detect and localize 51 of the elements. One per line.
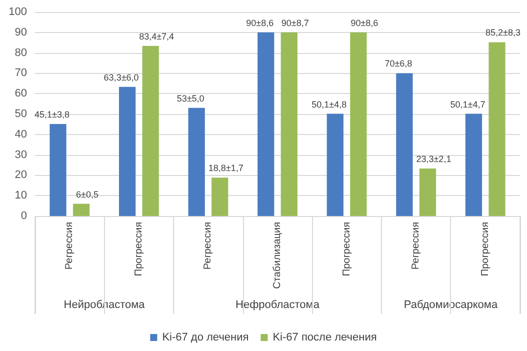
bar <box>419 168 436 216</box>
legend-label: Ki-67 до лечения <box>162 332 249 344</box>
data-label: 83,4±7,4 <box>139 31 174 42</box>
x-tick-label: Прогрессия <box>133 222 144 276</box>
data-label: 85,2±8,3 <box>486 28 520 38</box>
bar <box>465 114 482 216</box>
data-label: 90±8,6 <box>246 18 274 28</box>
data-label: 45,1±3,8 <box>34 109 70 120</box>
y-tick-label: 80 <box>14 46 27 59</box>
x-tick-label: Прогрессия <box>341 222 352 276</box>
data-label: 18,8±1,7 <box>208 163 244 174</box>
y-tick-label: 0 <box>20 210 27 222</box>
y-tick-label: 60 <box>14 88 27 100</box>
data-label: 90±8,6 <box>350 18 378 28</box>
data-label: 50,1±4,7 <box>450 99 486 110</box>
bar <box>142 46 159 216</box>
y-tick-label: 50 <box>14 108 27 120</box>
data-label: 6±0,5 <box>76 189 99 200</box>
x-tick-label: Регрессия <box>410 222 422 270</box>
text: Нейробластома <box>64 299 146 311</box>
bar <box>326 114 344 216</box>
y-tick-label: 10 <box>14 190 27 202</box>
data-label: 70±6,8 <box>384 58 412 69</box>
bar <box>72 204 90 216</box>
y-tick-label: 30 <box>14 148 27 161</box>
x-tick-label: Стабилизация <box>272 222 283 289</box>
x-tick-label: Регрессия <box>64 222 76 270</box>
y-tick-label: 40 <box>14 128 27 140</box>
legend-label: Ki-67 после лечения <box>272 332 377 344</box>
bar <box>396 73 413 216</box>
x-tick-label: Регрессия <box>202 222 214 270</box>
data-label: 50,1±4,8 <box>312 99 347 110</box>
bar <box>118 86 136 216</box>
x-tick-label: Прогрессия <box>480 222 491 276</box>
bar <box>212 178 228 216</box>
y-tick-label: 20 <box>14 169 27 182</box>
bar <box>258 32 274 216</box>
bar <box>280 32 298 216</box>
bar <box>50 124 66 216</box>
text: Нефробластома <box>236 299 320 311</box>
y-tick-label: 90 <box>14 26 27 38</box>
data-label: 53±5,0 <box>176 93 204 104</box>
bar <box>188 108 205 216</box>
data-label: 63,3±6,0 <box>104 72 139 82</box>
y-tick-label: 70 <box>14 67 27 80</box>
data-label: 90±8,7 <box>281 18 309 28</box>
text: Рабдомиосаркома <box>404 299 498 311</box>
bar <box>488 42 506 216</box>
bar <box>350 32 367 216</box>
y-tick-label: 100 <box>8 6 27 18</box>
data-label: 23,3±2,1 <box>416 154 452 164</box>
